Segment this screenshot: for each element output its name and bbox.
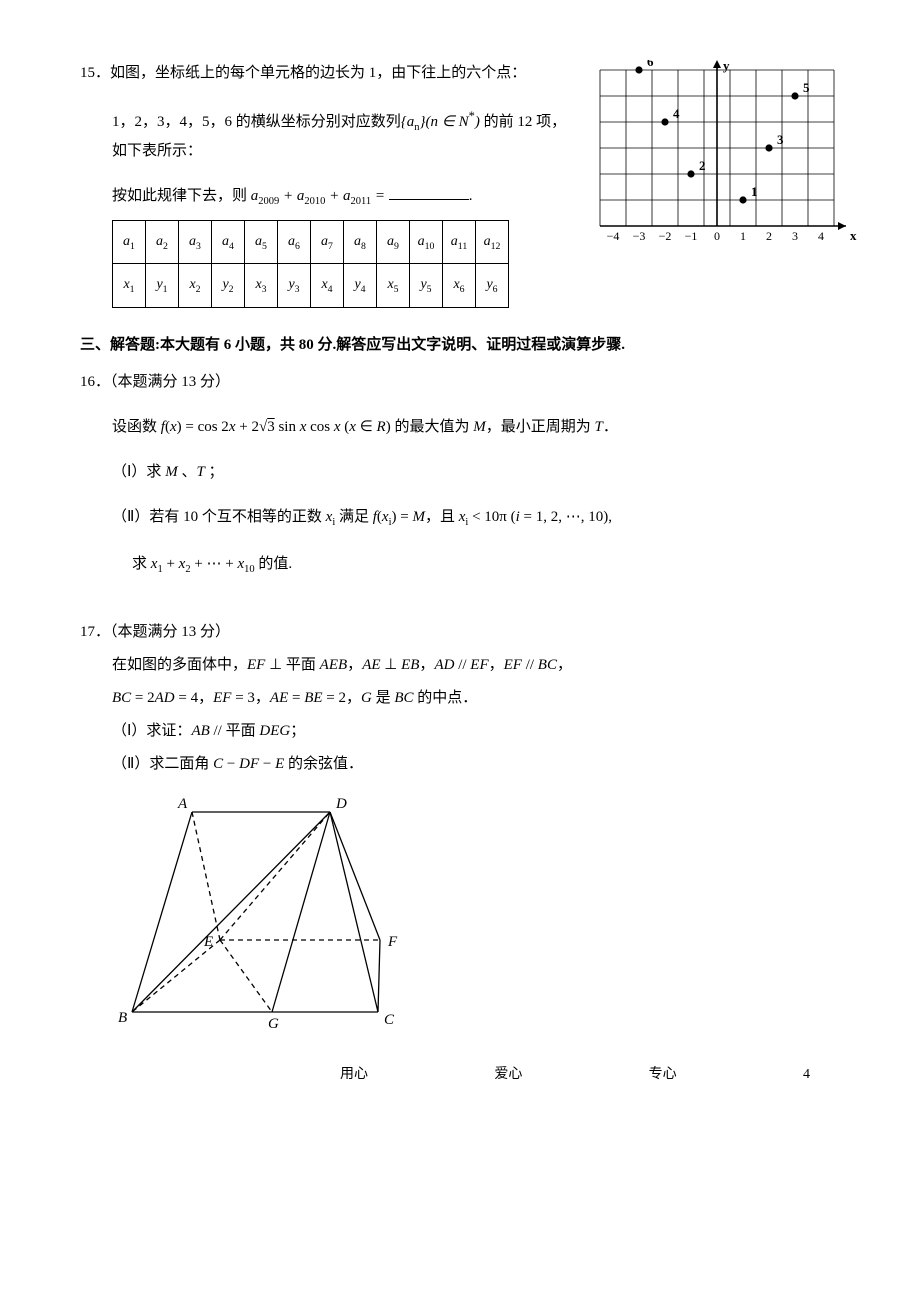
coord-grid-icon: −4 −3 −2 −1 0 1 2 3 4 x y 1 2 3 4 5 6	[590, 60, 860, 280]
svg-text:E: E	[203, 934, 213, 950]
table-cell: a3	[179, 220, 212, 263]
table-cell: y4	[344, 264, 377, 307]
p17-figure: A D F E B G C	[112, 792, 860, 1038]
p17-line2: BC = 2AD = 4，EF = 3，AE = BE = 2，G 是 BC 的…	[112, 685, 860, 712]
table-cell: x2	[179, 264, 212, 307]
p17-num: 17．	[80, 624, 110, 640]
svg-text:B: B	[118, 1010, 127, 1026]
table-cell: y1	[146, 264, 179, 307]
polyhedron-icon: A D F E B G C	[112, 792, 412, 1028]
p15-seq: {an}(n ∈ N*)	[401, 114, 480, 130]
table-row: a1a2a3a4a5a6a7a8a9a10a11a12	[113, 220, 509, 263]
table-cell: y5	[410, 264, 443, 307]
table-cell: x5	[377, 264, 410, 307]
svg-text:3: 3	[777, 132, 784, 147]
p15-line3: 按如此规律下去，则 a2009 + a2010 + a2011 = .	[112, 183, 580, 212]
table-cell: y6	[476, 264, 509, 307]
table-cell: a11	[443, 220, 476, 263]
table-cell: a5	[245, 220, 278, 263]
svg-text:6: 6	[647, 60, 654, 69]
svg-text:D: D	[335, 796, 347, 812]
p16-part2: （Ⅱ）若有 10 个互不相等的正数 xi 满足 f(xi) = M，且 xi <…	[112, 504, 860, 533]
p17-line1: 在如图的多面体中，EF ⊥ 平面 AEB，AE ⊥ EB，AD // EF，EF…	[112, 652, 860, 679]
svg-text:−4: −4	[607, 229, 620, 243]
p16-line1: 设函数 f(x) = cos 2x + 2√3 sin x cos x (x ∈…	[112, 414, 860, 441]
svg-text:1: 1	[751, 184, 758, 199]
table-cell: y3	[278, 264, 311, 307]
svg-text:−3: −3	[633, 229, 646, 243]
svg-text:−1: −1	[685, 229, 698, 243]
table-cell: a9	[377, 220, 410, 263]
table-cell: y2	[212, 264, 245, 307]
p15-line1: 15．如图，坐标纸上的每个单元格的边长为 1，由下往上的六个点：	[80, 60, 580, 87]
table-cell: a10	[410, 220, 443, 263]
svg-text:0: 0	[714, 229, 720, 243]
p15-grid-svg: −4 −3 −2 −1 0 1 2 3 4 x y 1 2 3 4 5 6	[590, 60, 860, 290]
svg-text:−2: −2	[659, 229, 672, 243]
table-cell: a8	[344, 220, 377, 263]
svg-text:5: 5	[803, 80, 810, 95]
table-cell: x6	[443, 264, 476, 307]
svg-text:A: A	[177, 796, 188, 812]
table-cell: a1	[113, 220, 146, 263]
page-footer: 用心 爱心 专心 4	[80, 1062, 860, 1087]
p16-part2b: 求 x1 + x2 + ⋯ + x10 的值.	[132, 551, 860, 580]
svg-text:4: 4	[818, 229, 824, 243]
p15-expr: a2009 + a2010 + a2011 =	[251, 188, 389, 204]
svg-text:1: 1	[740, 229, 746, 243]
table-cell: x1	[113, 264, 146, 307]
footer-mid1: 爱心	[494, 1062, 522, 1087]
svg-text:G: G	[268, 1016, 279, 1028]
p15-blank[interactable]	[389, 184, 469, 200]
table-cell: a6	[278, 220, 311, 263]
p15-line2: 1，2，3，4，5，6 的横纵坐标分别对应数列{an}(n ∈ N*) 的前 1…	[112, 105, 580, 165]
p15-l3b: .	[469, 188, 473, 204]
problem-16: 16．（本题满分 13 分） 设函数 f(x) = cos 2x + 2√3 s…	[80, 369, 860, 580]
p15-l2a: 1，2，3，4，5，6 的横纵坐标分别对应数列	[112, 114, 401, 130]
svg-text:y: y	[723, 60, 730, 73]
svg-text:3: 3	[792, 229, 798, 243]
p15-num: 15．	[80, 65, 110, 81]
p16-part1: （Ⅰ）求 M 、T ；	[112, 459, 860, 486]
p15-row: 15．如图，坐标纸上的每个单元格的边长为 1，由下往上的六个点： 1，2，3，4…	[80, 60, 860, 308]
table-cell: x4	[311, 264, 344, 307]
p15-text-block: 15．如图，坐标纸上的每个单元格的边长为 1，由下往上的六个点： 1，2，3，4…	[80, 60, 580, 308]
p16-num: 16．	[80, 374, 110, 390]
svg-text:C: C	[384, 1012, 395, 1028]
svg-text:2: 2	[699, 158, 706, 173]
svg-text:x: x	[850, 228, 857, 243]
p17-part1: （Ⅰ）求证：AB // 平面 DEG；	[112, 718, 860, 745]
footer-page: 4	[803, 1062, 810, 1087]
section3-title: 三、解答题:本大题有 6 小题，共 80 分.解答应写出文字说明、证明过程或演算…	[80, 332, 860, 359]
table-cell: a12	[476, 220, 509, 263]
table-row: x1y1x2y2x3y3x4y4x5y5x6y6	[113, 264, 509, 307]
p16-head: 16．（本题满分 13 分）	[80, 369, 860, 396]
p16-score: （本题满分 13 分）	[110, 374, 230, 390]
footer-mid2: 专心	[649, 1062, 677, 1087]
svg-text:2: 2	[766, 229, 772, 243]
p15-l1: 如图，坐标纸上的每个单元格的边长为 1，由下往上的六个点：	[110, 65, 526, 81]
svg-text:F: F	[387, 934, 398, 950]
problem-17: 17．（本题满分 13 分） 在如图的多面体中，EF ⊥ 平面 AEB，AE ⊥…	[80, 619, 860, 1038]
table-cell: x3	[245, 264, 278, 307]
p15-table: a1a2a3a4a5a6a7a8a9a10a11a12 x1y1x2y2x3y3…	[112, 220, 509, 308]
table-cell: a2	[146, 220, 179, 263]
table-cell: a7	[311, 220, 344, 263]
table-cell: a4	[212, 220, 245, 263]
p17-score: （本题满分 13 分）	[110, 624, 230, 640]
svg-text:4: 4	[673, 106, 680, 121]
p15-l3a: 按如此规律下去，则	[112, 188, 251, 204]
p17-part2: （Ⅱ）求二面角 C − DF − E 的余弦值．	[112, 751, 860, 778]
p17-head: 17．（本题满分 13 分）	[80, 619, 860, 646]
footer-left: 用心	[340, 1062, 368, 1087]
problem-15: 15．如图，坐标纸上的每个单元格的边长为 1，由下往上的六个点： 1，2，3，4…	[80, 60, 860, 308]
